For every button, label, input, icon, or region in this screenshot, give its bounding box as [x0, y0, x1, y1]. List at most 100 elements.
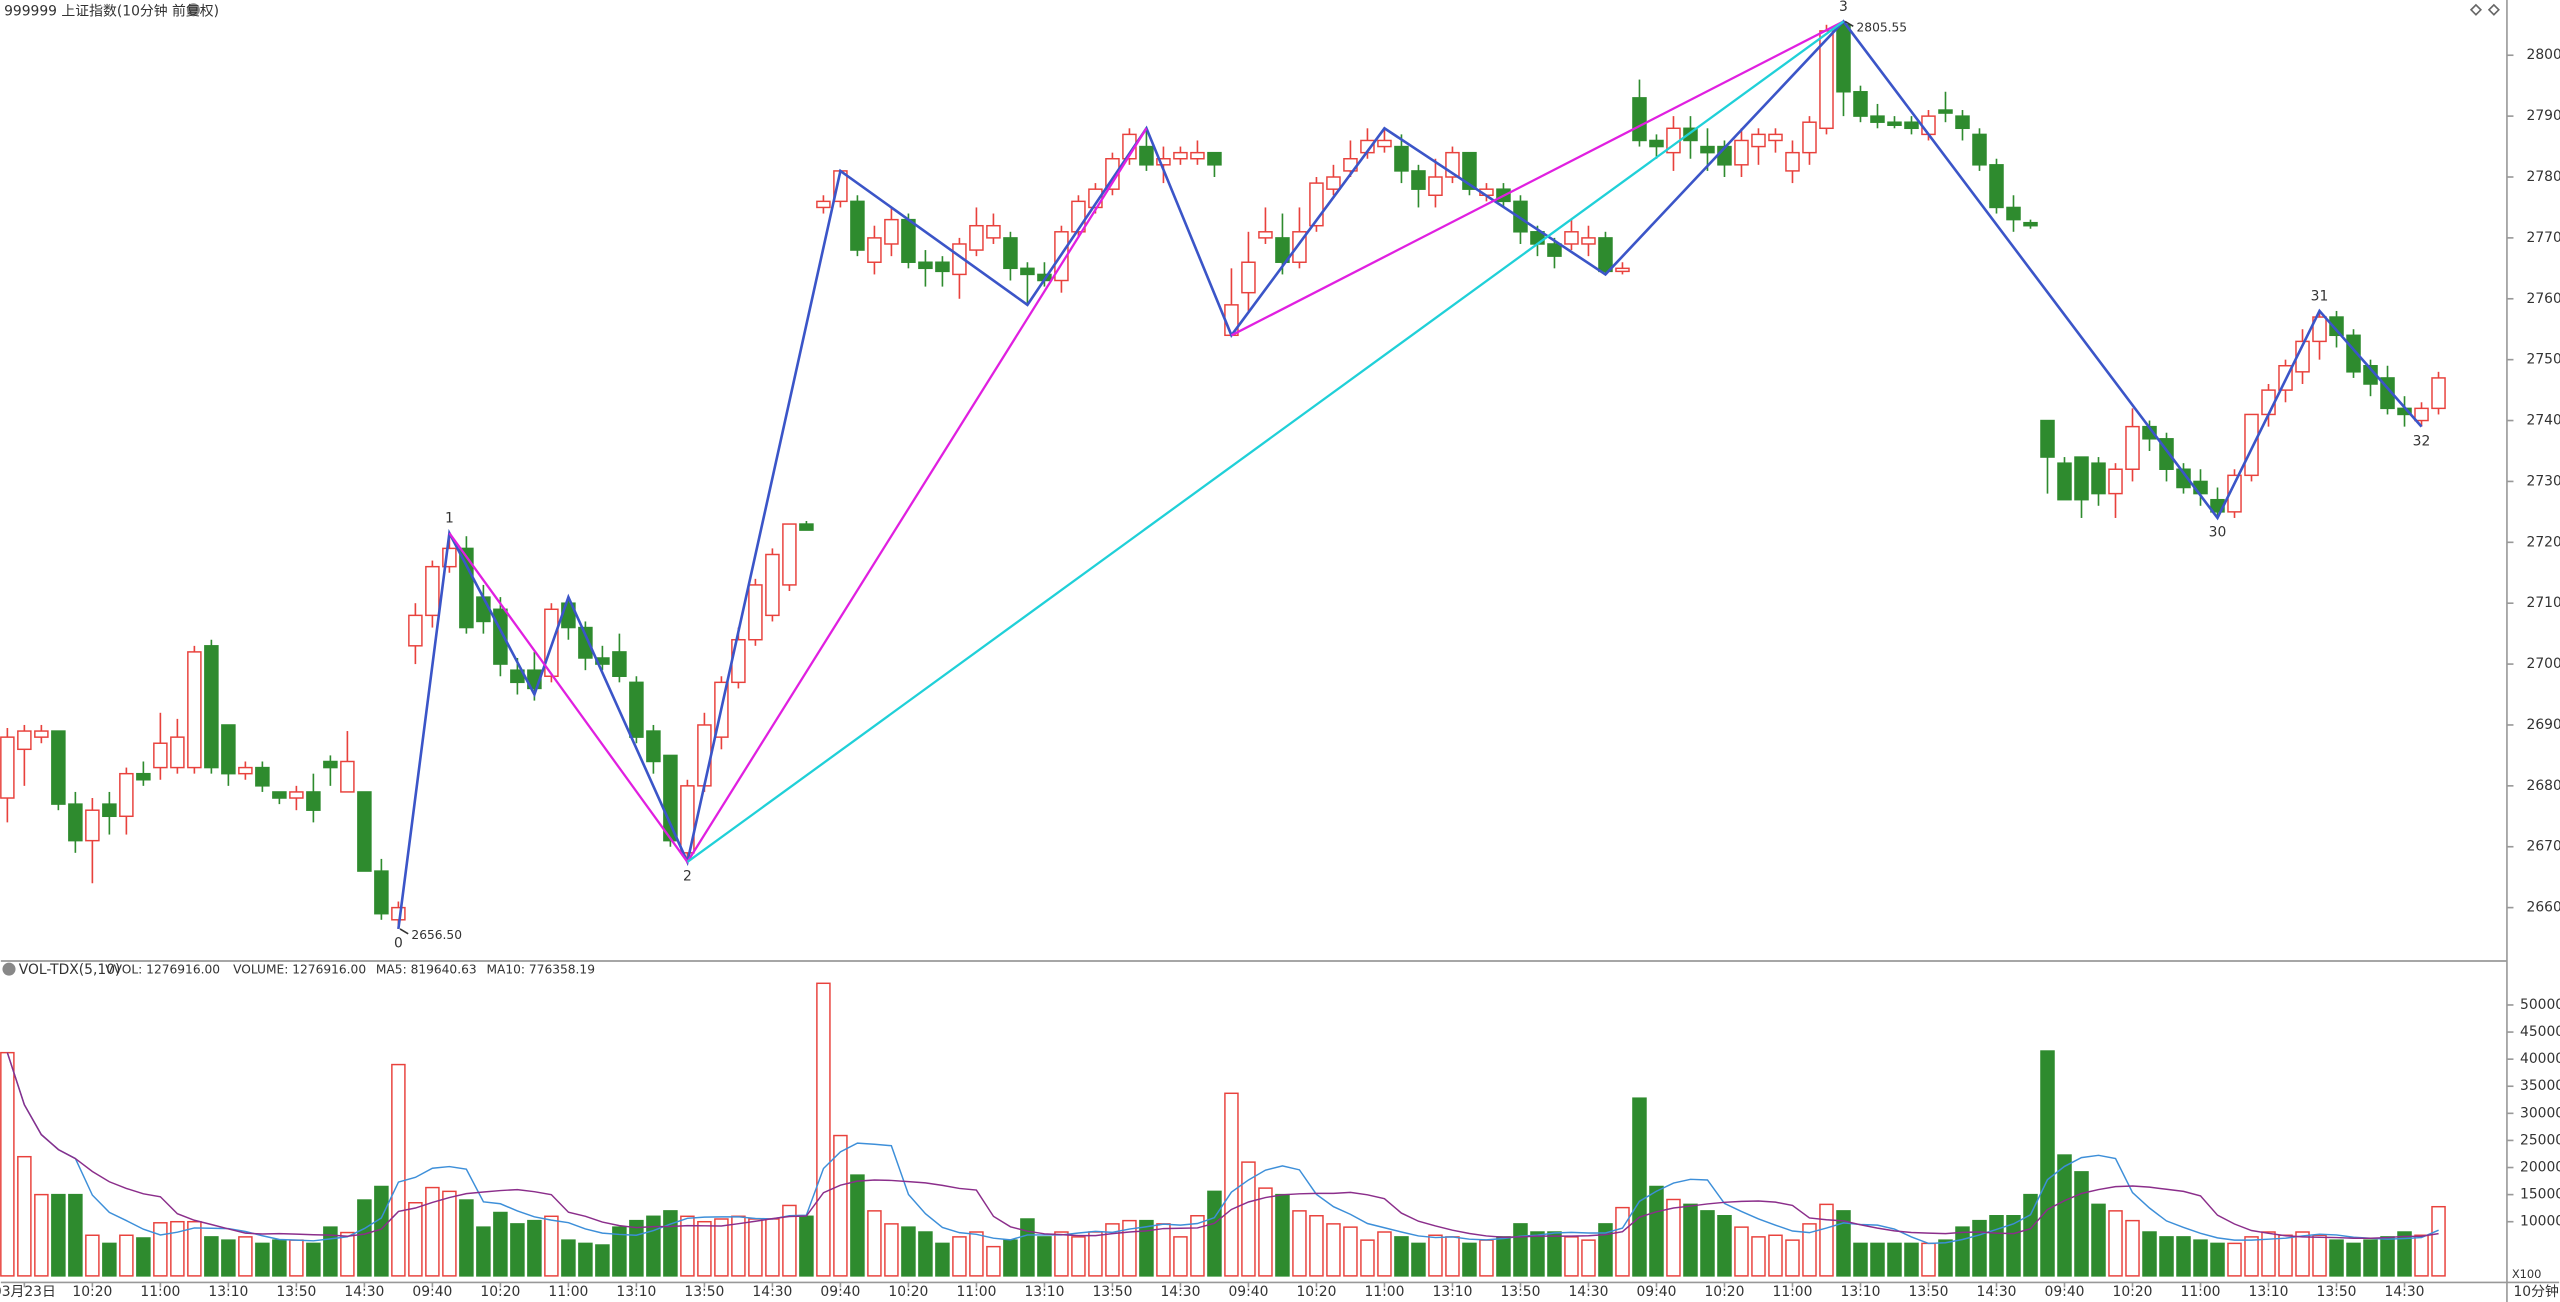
- volume-bar: [2159, 1236, 2174, 1277]
- volume-bar: [1751, 1236, 1766, 1277]
- volume-bar: [2006, 1215, 2021, 1277]
- volume-bar: [1428, 1234, 1443, 1277]
- candle-body: [2244, 413, 2259, 477]
- candle-body: [697, 724, 712, 787]
- candle-body: [1598, 237, 1613, 273]
- volume-bar: [1904, 1242, 1919, 1277]
- volume-bar: [1173, 1236, 1188, 1277]
- candle-body: [1428, 176, 1443, 197]
- candle-body: [1190, 151, 1205, 160]
- x-tick-label: 10:20: [888, 1284, 928, 1300]
- volume-bar: [1139, 1219, 1154, 1277]
- x-tick-label: 13:50: [1500, 1284, 1540, 1300]
- volume-bar: [2125, 1219, 2140, 1277]
- readout: VVOL: 1276916.00: [105, 962, 220, 976]
- candle-body: [1547, 243, 1562, 257]
- wave-label: 3: [1839, 0, 1848, 15]
- volume-bar: [306, 1242, 321, 1277]
- volume-bar: [2142, 1231, 2157, 1277]
- volume-bar: [1768, 1234, 1783, 1277]
- volume-bar: [2108, 1210, 2123, 1277]
- volume-bar: [2227, 1242, 2242, 1277]
- x-tick-label: 11:00: [1364, 1284, 1404, 1300]
- title-icon[interactable]: [186, 3, 200, 17]
- volume-bar: [1836, 1210, 1851, 1277]
- x-tick-label: 13:10: [1024, 1284, 1064, 1300]
- volume-bar: [595, 1244, 610, 1277]
- volume-bar: [17, 1155, 32, 1277]
- candle-body: [2023, 221, 2038, 227]
- candle-body: [2431, 377, 2446, 410]
- candle-body: [2414, 407, 2429, 422]
- volume-bar: [1343, 1226, 1358, 1277]
- y-tick-label: 2800: [2527, 47, 2560, 63]
- volume-bar: [1972, 1219, 1987, 1277]
- period-label: 10分钟: [2513, 1283, 2558, 1300]
- candle-body: [1377, 139, 1392, 148]
- volume-bar: [221, 1239, 236, 1277]
- volume-bar: [51, 1193, 66, 1277]
- candle-body: [2074, 456, 2089, 501]
- volume-bar: [1700, 1210, 1715, 1277]
- candle-body: [1768, 133, 1783, 142]
- candle-body: [884, 218, 899, 245]
- volume-bar: [85, 1234, 100, 1277]
- unit-label: X100: [2512, 1267, 2542, 1281]
- x-tick-label: 14:30: [1977, 1284, 2017, 1300]
- candle-body: [1734, 139, 1749, 166]
- x-tick-label: 14:30: [344, 1284, 384, 1300]
- y-tick-label: 2660: [2527, 900, 2560, 916]
- volume-bar: [680, 1215, 695, 1277]
- volume-bar: [1717, 1215, 1732, 1277]
- volume-bar: [1258, 1187, 1273, 1277]
- candle-body: [918, 261, 933, 270]
- candle-body: [340, 760, 355, 793]
- volume-bar: [1088, 1231, 1103, 1277]
- x-tick-label: 13:50: [1909, 1284, 1949, 1300]
- volume-bar: [1938, 1239, 1953, 1277]
- x-tick-label: 13:50: [684, 1284, 724, 1300]
- candle-body: [1020, 267, 1035, 276]
- volume-bar: [1411, 1242, 1426, 1277]
- volume-bar: [1496, 1236, 1511, 1277]
- candle-body: [34, 730, 49, 738]
- x-tick-label: 13:50: [1092, 1284, 1132, 1300]
- candle-body: [68, 803, 83, 842]
- window-controls[interactable]: [2469, 3, 2500, 16]
- volume-bar: [2363, 1239, 2378, 1277]
- candle-body: [1649, 139, 1664, 148]
- y-tick-label: 2710: [2527, 595, 2560, 611]
- volume-bar: [153, 1222, 168, 1277]
- readout: MA5: 819640.63: [376, 962, 477, 976]
- y-tick-label: 30000: [2520, 1105, 2560, 1121]
- candle-body: [1156, 158, 1171, 166]
- indicator-icon[interactable]: [2, 962, 16, 976]
- candle-body: [204, 645, 219, 769]
- volume-bar: [1921, 1242, 1936, 1277]
- wave-label: 0: [394, 936, 403, 952]
- annotation-pointer: [1844, 20, 1854, 28]
- candle-body: [153, 742, 168, 769]
- candle-body: [170, 736, 185, 769]
- candle-body: [374, 870, 389, 915]
- volume-bar: [2278, 1234, 2293, 1277]
- zigzag-line: [1230, 20, 1845, 337]
- y-tick-label: 25000: [2520, 1132, 2560, 1148]
- annotation-pointer: [399, 928, 409, 935]
- candle-body: [238, 766, 253, 775]
- volume-bar: [799, 1215, 814, 1277]
- volume-bar: [1360, 1239, 1375, 1277]
- volume-bar: [646, 1215, 661, 1277]
- x-tick-label: 11:00: [1773, 1284, 1813, 1300]
- volume-bar: [1989, 1215, 2004, 1277]
- volume-bar: [442, 1190, 457, 1277]
- candle-body: [2040, 419, 2055, 458]
- volume-bar: [2261, 1231, 2276, 1277]
- candle-body: [1938, 109, 1953, 114]
- volume-bar: [2193, 1239, 2208, 1277]
- candle-body: [986, 224, 1001, 239]
- volume-bar: [340, 1231, 355, 1277]
- volume-bar: [357, 1199, 372, 1277]
- candle-body: [969, 224, 984, 251]
- volume-bar: [68, 1193, 83, 1277]
